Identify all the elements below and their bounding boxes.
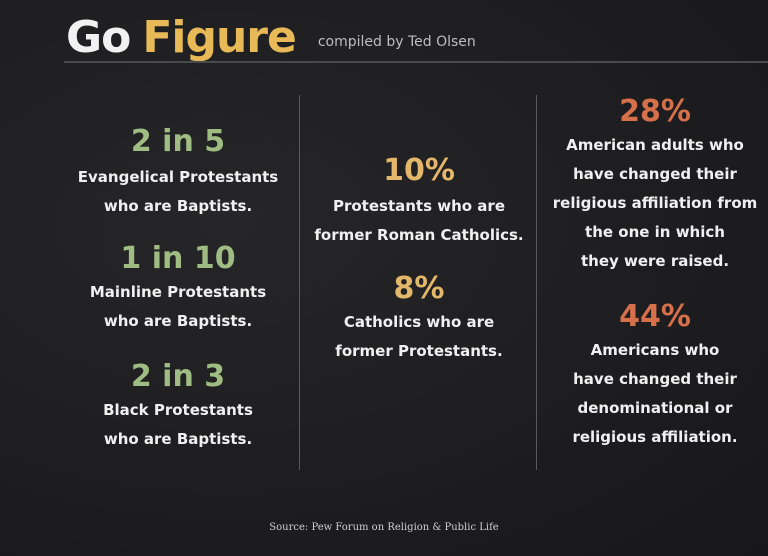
stat-desc-line: Protestants who are [332,197,506,215]
stat-value: 28% [619,94,691,129]
stat-block: 44% Americans who have changed their den… [540,300,768,452]
byline: compiled by Ted Olsen [317,34,476,50]
header-rule [64,61,768,63]
stat-desc-line: the one in which [585,223,725,241]
stat-desc-line: Americans who [590,341,720,359]
stat-desc-line: religious affiliation. [572,428,738,446]
stat-desc-line: who are Baptists. [103,430,253,448]
stat-block: 8% Catholics who are former Protestants. [302,272,536,366]
stat-desc-line: American adults who [566,136,744,154]
stat-desc-line: religious affiliation from [552,194,758,212]
stat-desc-line: former Protestants. [335,342,503,360]
title-figure: Figure [142,12,296,63]
stat-desc-line: former Roman Catholics. [314,226,524,244]
stat-desc-line: denominational or [577,399,733,417]
stat-block: 2 in 5 Evangelical Protestants who are B… [60,125,296,221]
stat-desc-line: they were raised. [580,252,730,270]
stat-value: 44% [619,299,691,334]
stat-value: 2 in 3 [130,359,226,394]
stat-block: 1 in 10 Mainline Protestants who are Bap… [60,242,296,336]
column-divider [299,95,300,470]
stat-block: 10% Protestants who are former Roman Cat… [302,154,536,250]
stat-value: 2 in 5 [130,124,226,159]
stat-block: 2 in 3 Black Protestants who are Baptist… [60,360,296,454]
stat-value: 1 in 10 [120,241,236,276]
stat-desc-line: have changed their [573,370,737,388]
stat-value: 8% [393,271,445,306]
stat-desc-line: Catholics who are [343,313,495,331]
stat-desc-line: Mainline Protestants [89,283,267,301]
title-go: Go [66,12,131,63]
stat-desc-line: who are Baptists. [103,312,253,330]
column-divider [536,95,537,470]
stat-desc-line: have changed their [573,165,737,183]
stat-desc-line: Black Protestants [103,401,253,419]
stat-desc-line: Evangelical Protestants [77,168,279,186]
source-credit: Source: Pew Forum on Religion & Public L… [269,522,499,533]
header: Go Figure compiled by Ted Olsen [66,10,476,62]
stat-value: 10% [383,153,455,188]
stat-desc-line: who are Baptists. [103,197,253,215]
stat-block: 28% American adults who have changed the… [540,95,768,276]
